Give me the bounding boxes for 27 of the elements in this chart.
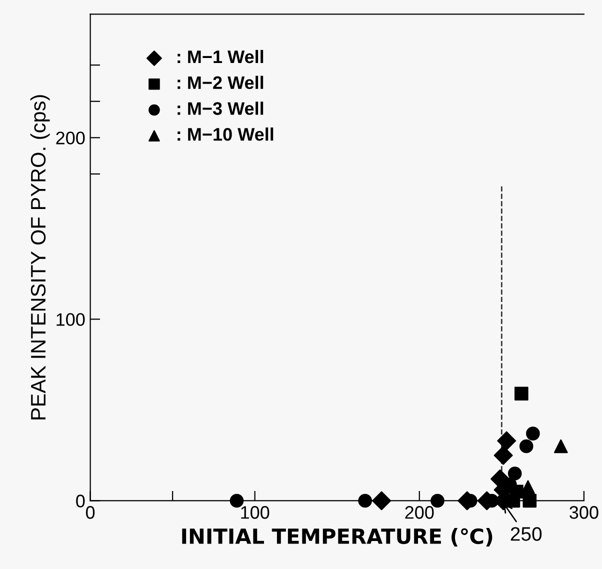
y-tick-label: 100	[56, 313, 85, 326]
x-axis-title: INITIAL TEMPERATURE (℃)	[182, 528, 492, 547]
point	[494, 446, 513, 465]
point	[497, 431, 516, 450]
legend-label: : M−10 Well	[178, 128, 274, 141]
legend-label: : M−3 Well	[178, 102, 264, 115]
point	[358, 494, 372, 508]
point	[522, 494, 537, 508]
ref-line-label: 250	[510, 527, 542, 541]
point	[514, 386, 528, 401]
legend-label: : M−1 Well	[178, 50, 264, 64]
point	[508, 466, 522, 480]
y-tick-label: 0	[76, 494, 85, 508]
point	[519, 439, 534, 454]
point	[526, 426, 540, 440]
point	[521, 480, 535, 494]
x-tick-label: 300	[570, 506, 598, 519]
point	[372, 491, 392, 510]
point	[554, 439, 568, 454]
x-tick-label: 200	[405, 506, 434, 519]
y-axis-title: PEAK INTENSITY OF PYRO. (cps)	[30, 95, 50, 420]
legend-label: : M−2 Well	[178, 76, 264, 90]
point	[230, 494, 244, 508]
x-tick-label: 100	[241, 506, 270, 519]
x-tick-label: 0	[86, 506, 95, 519]
point	[430, 494, 444, 508]
y-tick-label: 200	[56, 132, 85, 144]
